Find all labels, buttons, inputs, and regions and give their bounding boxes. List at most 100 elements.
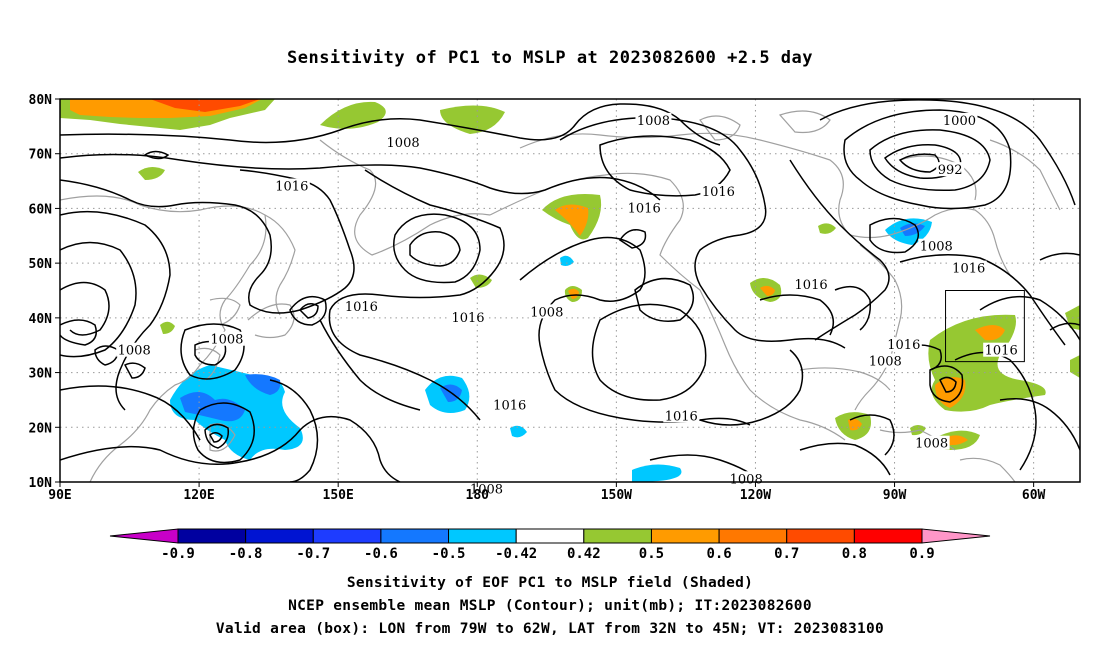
colorbar-level-label: -0.42: [495, 546, 537, 562]
colorbar-box: [650, 528, 720, 544]
lat-tick-label: 70N: [29, 148, 53, 163]
colorbar-level-label: -0.8: [229, 546, 263, 562]
colorbar-level-label: 0.42: [567, 546, 601, 562]
coastlines: [60, 110, 1061, 482]
lon-tick-label: 150E: [323, 488, 354, 503]
lat-tick-label: 30N: [29, 367, 53, 382]
lon-tick-label: 120E: [183, 488, 214, 503]
shade-positive-arctic-peak: [150, 99, 260, 112]
colorbar-box: [786, 528, 855, 544]
contour-label: 1016: [985, 344, 1018, 359]
contour-label: 1016: [665, 409, 698, 424]
contour-label-bg: [950, 260, 987, 275]
contour-label-bg: [983, 342, 1020, 357]
contour-label-bg: [793, 277, 830, 292]
contour-label-bg: [941, 112, 978, 127]
caption-shading: Sensitivity of EOF PC1 to MSLP field (Sh…: [346, 575, 754, 591]
lon-tick-label: 120W: [740, 488, 771, 503]
colorbar: -0.9 -0.8 -0.7 -0.6 -0.5 -0.42 0.42 0.5 0.6 0.7 0.…: [109, 528, 991, 562]
contour-label: 1008: [118, 344, 151, 359]
contour-label: 1008: [869, 355, 902, 370]
contour-label: 1008: [470, 483, 503, 498]
lat-lon-grid: [60, 99, 1080, 482]
lat-tick-label: 20N: [29, 421, 53, 436]
contour-label-bg: [491, 397, 528, 412]
validation-area-box: [945, 290, 1025, 363]
colorbar-under-triangle: [109, 528, 179, 544]
contour-label: 1008: [210, 333, 243, 348]
contour-label: 1016: [345, 300, 378, 315]
contour-label: 1016: [493, 398, 526, 413]
colorbar-level-label: 0.5: [639, 546, 664, 562]
colorbar-level-label: -0.7: [296, 546, 330, 562]
colorbar-level-label: 0.9: [909, 546, 934, 562]
colorbar-box: [312, 528, 382, 544]
contour-label: 1008: [530, 305, 563, 320]
contour-label: 1016: [451, 311, 484, 326]
colorbar-level-label: 0.7: [774, 546, 799, 562]
colorbar-level-label: 0.6: [706, 546, 731, 562]
colorbar-box: [177, 528, 247, 544]
lon-tick-label: 180: [466, 488, 490, 503]
contour-label-bg: [635, 112, 672, 127]
contour-label-bg: [936, 162, 965, 177]
contour-label: 1008: [637, 114, 670, 129]
lon-tick-label: 150W: [601, 488, 632, 503]
contour-label: 1016: [795, 278, 828, 293]
contour-label-bg: [343, 298, 380, 313]
lat-tick-label: 10N: [29, 476, 53, 491]
lat-tick-label: 50N: [29, 257, 53, 272]
lon-tick-label: 90E: [48, 488, 71, 503]
lat-tick-label: 40N: [29, 312, 53, 327]
mslp-contours: [60, 99, 1080, 482]
contour-label: 1016: [702, 185, 735, 200]
contour-label: 1008: [387, 136, 420, 151]
contour-label: 1016: [952, 262, 985, 277]
caption-valid-area: Valid area (box): LON from 79W to 62W, L…: [215, 621, 885, 637]
colorbar-box: [583, 528, 652, 544]
contour-label-bg: [663, 408, 700, 423]
contour-label-bg: [385, 134, 422, 149]
longitude-axis: 90E 120E 150E 180 150W 120W 90W 60W: [48, 482, 1046, 503]
contour-label-bg: [700, 184, 737, 199]
contour-label-bg: [528, 304, 565, 319]
caption-contour: NCEP ensemble mean MSLP (Contour); unit(…: [288, 598, 812, 614]
contour-label-bg: [626, 200, 663, 215]
contour-label: 1016: [275, 180, 308, 195]
map-frame: [59, 98, 1081, 483]
colorbar-box: [853, 528, 923, 544]
contour-label-bg: [450, 309, 486, 324]
contour-label-bg: [918, 238, 955, 253]
contour-label: 1008: [920, 240, 953, 255]
contour-label-bg: [913, 435, 950, 450]
contour-label: 1016: [628, 201, 661, 216]
latitude-axis: 80N 70N 60N 50N 40N 30N 20N 10N: [29, 93, 60, 491]
colorbar-box: [515, 528, 585, 544]
colorbar-box: [380, 528, 450, 544]
contour-labels: 1008 1008 1008 1000 992 1016 1016 1016 1008 1016 1…: [116, 112, 1020, 498]
colorbar-over-triangle: [921, 528, 991, 544]
contour-label-bg: [116, 342, 153, 357]
contour-label: 1000: [943, 114, 976, 129]
contour-label: 992: [938, 163, 963, 178]
colorbar-level-label: -0.5: [432, 546, 466, 562]
colorbar-level-label: -0.6: [364, 546, 398, 562]
colorbar-box: [448, 528, 517, 544]
colorbar-box: [245, 528, 314, 544]
lon-tick-label: 60W: [1022, 488, 1046, 503]
colorbar-box: [718, 528, 788, 544]
colorbar-level-label: -0.9: [161, 546, 195, 562]
lon-tick-label: 90W: [883, 488, 907, 503]
contour-label-bg: [885, 337, 922, 352]
plot-title: Sensitivity of PC1 to MSLP at 2023082600…: [286, 48, 813, 68]
contour-label: 1008: [730, 472, 763, 487]
contour-label: 1008: [915, 437, 948, 452]
colorbar-level-label: 0.8: [842, 546, 867, 562]
contour-label-bg: [867, 353, 904, 368]
contour-label-bg: [273, 178, 310, 193]
lat-tick-label: 80N: [29, 93, 53, 108]
contour-label: 1016: [887, 338, 920, 353]
contour-label-bg: [208, 331, 245, 346]
lat-tick-label: 60N: [29, 202, 53, 217]
